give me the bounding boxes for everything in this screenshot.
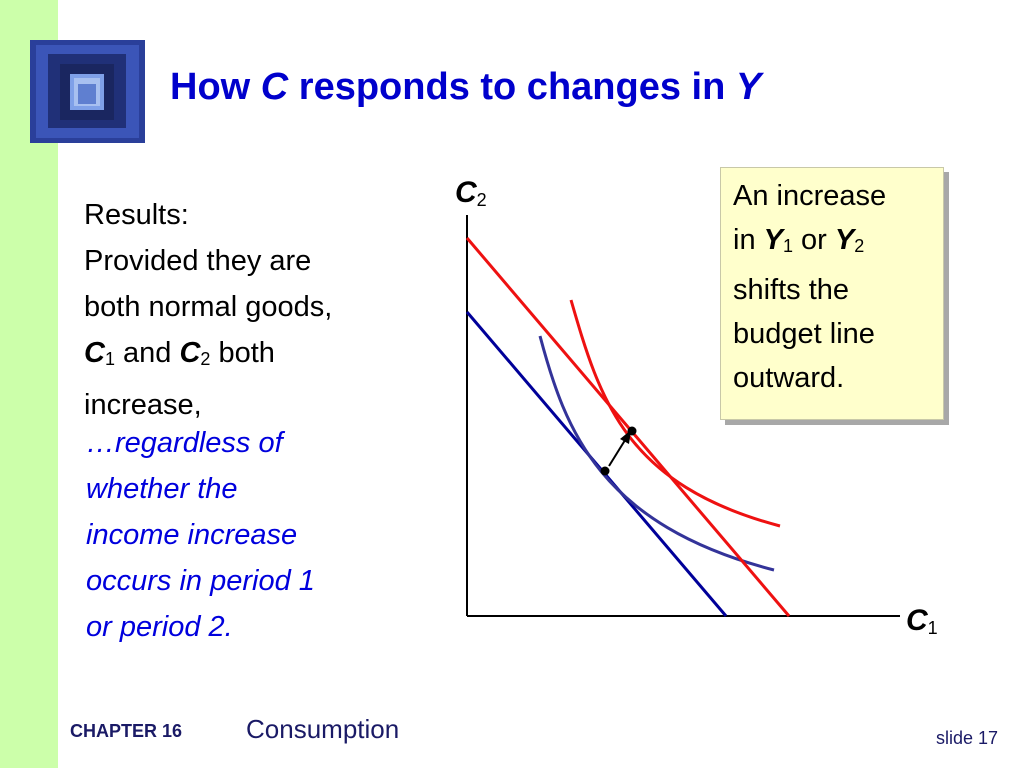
x-axis-var: C: [906, 604, 928, 637]
y-axis-label: C2: [455, 176, 487, 211]
y-axis-sub: 2: [476, 190, 487, 210]
y-axis-var: C: [455, 176, 477, 209]
note-line-5: outward.: [733, 362, 845, 394]
footer-slide-number: slide 17: [935, 728, 998, 748]
results-text: Results: Provided they are both normal g…: [84, 192, 404, 428]
x-axis-label: C1: [906, 604, 938, 639]
note-or-text: or: [793, 224, 835, 256]
c1-sub: 1: [104, 349, 115, 369]
note-line-3: shifts the: [733, 274, 850, 306]
regardless-line-4: occurs in period 1: [86, 565, 315, 597]
footer-topic: Consumption: [246, 714, 400, 744]
both-text: both: [210, 337, 275, 369]
results-line-3: both normal goods,: [84, 291, 333, 323]
results-line-4: C1 and C2 both: [84, 330, 404, 382]
x-axis-sub: 1: [927, 618, 938, 638]
results-line-2: Provided they are: [84, 245, 312, 277]
original-optimum-point: [600, 466, 610, 476]
new-optimum-point: [627, 426, 637, 436]
title-var-c: C: [260, 66, 289, 108]
title-var-y: Y: [735, 66, 762, 108]
results-line-1: Results:: [84, 199, 189, 231]
and-text: and: [114, 337, 180, 369]
window-logo-image: [30, 40, 145, 143]
new-budget-line: [465, 237, 791, 617]
regardless-text: …regardless of whether the income increa…: [86, 420, 406, 650]
y2-sub: 2: [854, 236, 865, 256]
regardless-line-1: …regardless of: [86, 427, 283, 459]
shift-arrow: [608, 436, 628, 467]
note-line-1: An increase: [733, 180, 887, 212]
regardless-line-2: whether the: [86, 473, 238, 505]
slide-title: How C responds to changes in Y: [170, 66, 761, 109]
y1-sub: 1: [782, 236, 793, 256]
title-part2: responds to changes in: [288, 66, 736, 108]
note-in-text: in: [733, 224, 764, 256]
regardless-line-3: income increase: [86, 519, 298, 551]
title-part1: How: [170, 66, 261, 108]
y1-var: Y: [763, 224, 783, 256]
budget-note-box: An increase in Y1 or Y2 shifts the budge…: [720, 167, 944, 420]
y2-var: Y: [834, 224, 855, 256]
regardless-line-5: or period 2.: [86, 611, 233, 643]
note-line-4: budget line: [733, 318, 875, 350]
c1-var: C: [84, 337, 105, 369]
results-line-5: increase,: [84, 389, 202, 421]
note-line-2: in Y1 or Y2: [733, 218, 943, 268]
c2-var: C: [179, 337, 201, 369]
shift-arrowhead: [620, 430, 631, 444]
footer-chapter: CHAPTER 16: [70, 721, 183, 741]
c2-sub: 2: [200, 349, 211, 369]
